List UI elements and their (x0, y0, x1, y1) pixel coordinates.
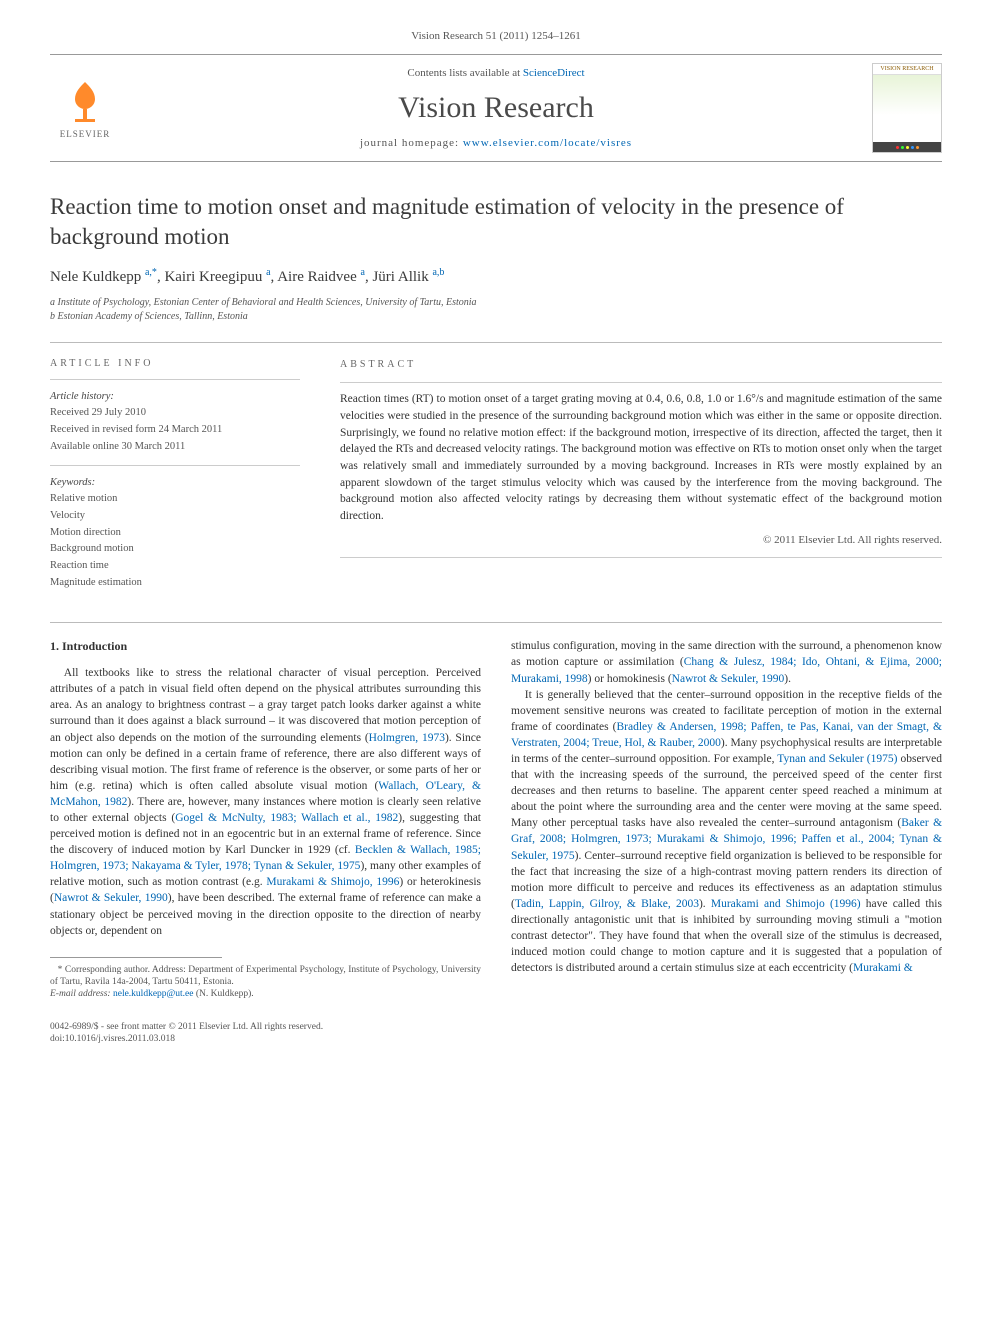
corresponding-author-footnote: * Corresponding author. Address: Departm… (50, 964, 481, 1001)
divider-top (50, 342, 942, 343)
doi-line: doi:10.1016/j.visres.2011.03.018 (50, 1033, 942, 1045)
section-heading-intro: 1. Introduction (50, 638, 481, 655)
article-info-column: ARTICLE INFO Article history: Received 2… (50, 358, 300, 593)
keyword: Relative motion (50, 492, 300, 507)
front-matter-line: 0042-6989/$ - see front matter © 2011 El… (50, 1021, 942, 1033)
abstract-text: Reaction times (RT) to motion onset of a… (340, 391, 942, 524)
authors-line: Nele Kuldkepp a,*, Kairi Kreegipuu a, Ai… (50, 267, 942, 286)
history-label: Article history: (50, 390, 300, 405)
divider-mid (50, 622, 942, 623)
body-left-column: 1. Introduction All textbooks like to st… (50, 638, 481, 1000)
info-abstract-row: ARTICLE INFO Article history: Received 2… (50, 358, 942, 593)
elsevier-logo: ELSEVIER (50, 73, 120, 143)
intro-paragraph-1: All textbooks like to stress the relatio… (50, 665, 481, 939)
elsevier-tree-icon (60, 77, 110, 127)
elsevier-label: ELSEVIER (60, 129, 111, 139)
keyword: Motion direction (50, 526, 300, 541)
article-title: Reaction time to motion onset and magnit… (50, 192, 942, 252)
ref-tadin[interactable]: Tadin, Lappin, Gilroy, & Blake, 2003 (515, 898, 699, 910)
contents-line: Contents lists available at ScienceDirec… (120, 67, 872, 79)
history-received: Received 29 July 2010 (50, 406, 300, 421)
abstract-heading: ABSTRACT (340, 358, 942, 373)
bottom-meta: 0042-6989/$ - see front matter © 2011 El… (50, 1021, 942, 1046)
ref-holmgren[interactable]: Holmgren, 1973 (369, 732, 445, 744)
article-info-heading: ARTICLE INFO (50, 358, 300, 369)
body-columns: 1. Introduction All textbooks like to st… (50, 638, 942, 1000)
abstract-column: ABSTRACT Reaction times (RT) to motion o… (340, 358, 942, 593)
email-label: E-mail address: (50, 989, 111, 999)
affiliation-b: b Estonian Academy of Sciences, Tallinn,… (50, 310, 942, 324)
ref-murakami96[interactable]: Murakami & Shimojo, 1996 (266, 876, 399, 888)
keyword: Magnitude estimation (50, 576, 300, 591)
ref-nawrot2[interactable]: Nawrot & Sekuler, 1990 (672, 673, 785, 685)
homepage-link[interactable]: www.elsevier.com/locate/visres (463, 137, 632, 149)
keyword: Reaction time (50, 559, 300, 574)
citation-header: Vision Research 51 (2011) 1254–1261 (50, 30, 942, 42)
email-suffix: (N. Kuldkepp). (196, 989, 254, 999)
ref-gogel[interactable]: Gogel & McNulty, 1983; Wallach et al., 1… (175, 812, 398, 824)
affiliation-a: a Institute of Psychology, Estonian Cent… (50, 296, 942, 310)
body-right-column: stimulus configuration, moving in the sa… (511, 638, 942, 1000)
affiliations: a Institute of Psychology, Estonian Cent… (50, 296, 942, 324)
ref-murakami-end[interactable]: Murakami & (853, 962, 913, 974)
ref-nawrot[interactable]: Nawrot & Sekuler, 1990 (54, 892, 168, 904)
intro-paragraph-2: It is generally believed that the center… (511, 687, 942, 977)
homepage-prefix: journal homepage: (360, 137, 463, 149)
cover-footer (873, 142, 941, 152)
ref-murakami-shimojo[interactable]: Murakami and Shimojo (1996) (711, 898, 861, 910)
text: ). (784, 673, 791, 685)
history-online: Available online 30 March 2011 (50, 440, 300, 455)
email-link[interactable]: nele.kuldkepp@ut.ee (113, 989, 194, 999)
journal-header-center: Contents lists available at ScienceDirec… (120, 67, 872, 149)
cover-title: VISION RESEARCH (873, 64, 941, 75)
journal-header-bar: ELSEVIER Contents lists available at Sci… (50, 54, 942, 162)
cover-body (873, 75, 941, 142)
keyword: Velocity (50, 509, 300, 524)
intro-paragraph-1-cont: stimulus configuration, moving in the sa… (511, 638, 942, 686)
contents-prefix: Contents lists available at (407, 67, 522, 79)
keywords-label: Keywords: (50, 476, 300, 491)
keyword: Background motion (50, 542, 300, 557)
footnote-divider (50, 957, 222, 958)
history-revised: Received in revised form 24 March 2011 (50, 423, 300, 438)
homepage-line: journal homepage: www.elsevier.com/locat… (120, 137, 872, 149)
ref-tynan[interactable]: Tynan and Sekuler (1975) (777, 753, 897, 765)
abstract-copyright: © 2011 Elsevier Ltd. All rights reserved… (340, 533, 942, 549)
journal-cover-thumbnail: VISION RESEARCH (872, 63, 942, 153)
sciencedirect-link[interactable]: ScienceDirect (523, 67, 585, 79)
footnote-text: Corresponding author. Address: Departmen… (50, 965, 481, 987)
footnote-marker: * (58, 965, 63, 975)
journal-name: Vision Research (120, 91, 872, 125)
text: ) or homokinesis ( (588, 673, 672, 685)
text: ). (699, 898, 711, 910)
